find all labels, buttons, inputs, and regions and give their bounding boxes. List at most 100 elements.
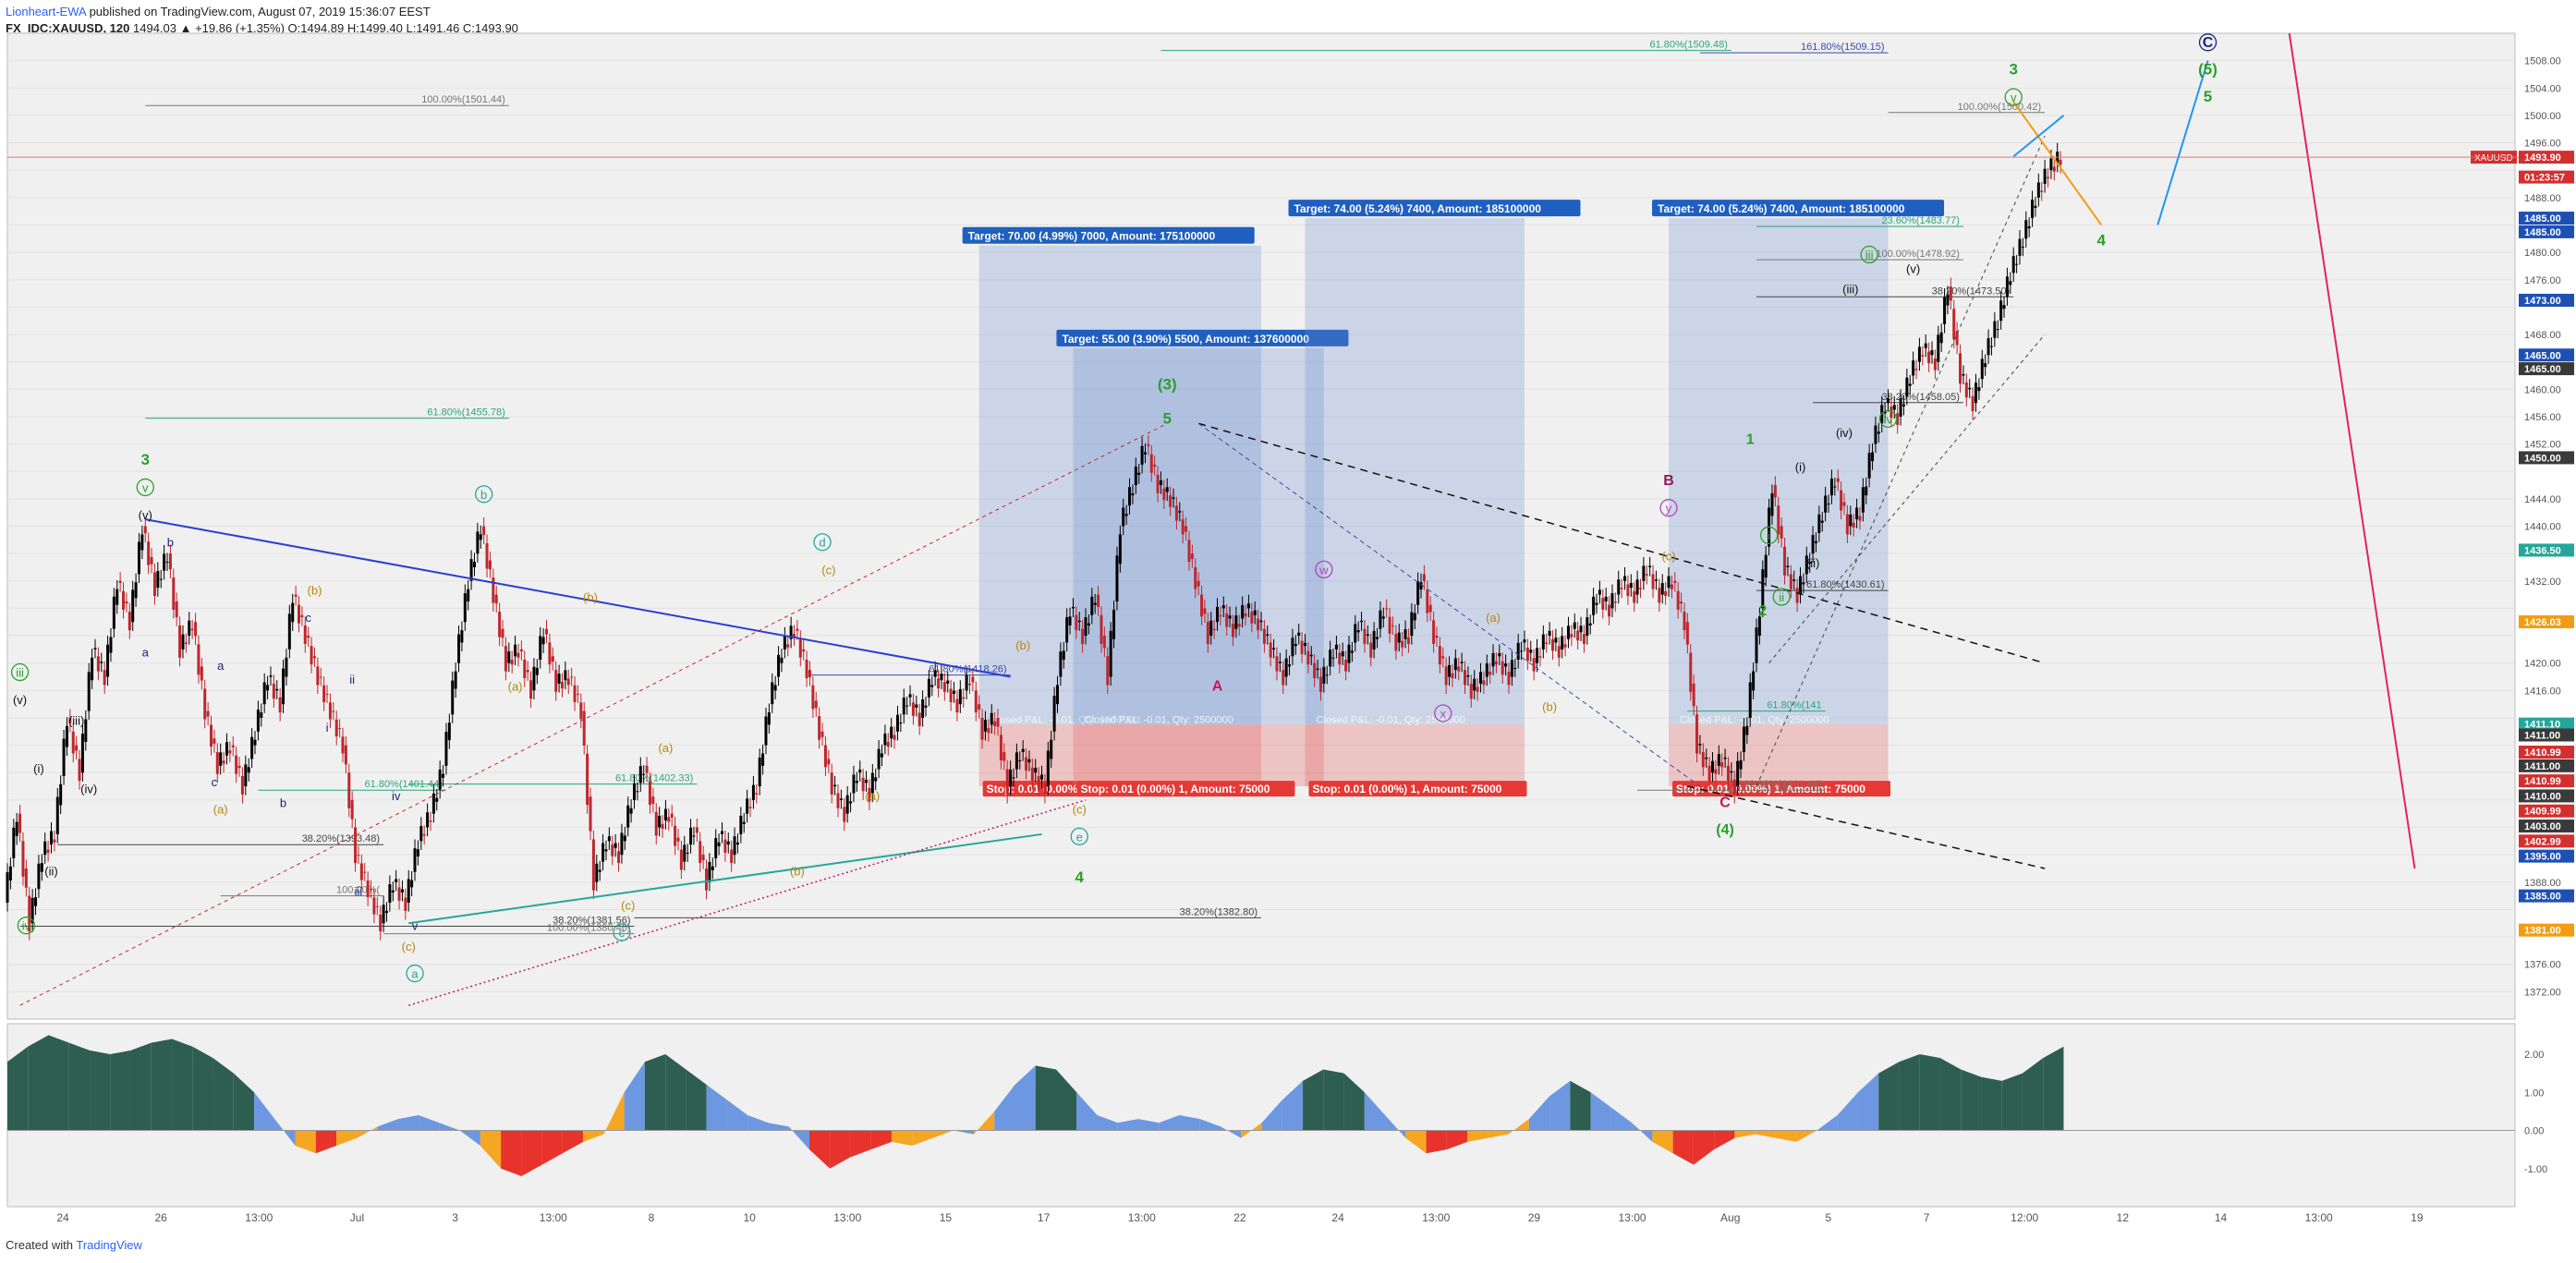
candle-body	[519, 649, 523, 652]
candle-body	[843, 807, 846, 822]
candle-body	[1582, 634, 1586, 644]
candle-body	[190, 628, 194, 631]
candle-body	[1817, 514, 1821, 533]
candle-body	[1140, 445, 1144, 465]
wave-circle	[2004, 88, 2023, 106]
oscillator-area	[2022, 1058, 2044, 1131]
price-tag-bg	[2519, 362, 2574, 376]
oscillator-area	[1939, 1058, 1962, 1131]
candle-body	[1071, 606, 1075, 609]
candle-body	[980, 717, 984, 740]
candle-body	[633, 783, 636, 800]
candle-body	[1397, 632, 1401, 643]
price-tag-bg	[2519, 849, 2574, 863]
candle-body	[845, 795, 849, 814]
candle-body	[1504, 663, 1508, 667]
candle-body	[1510, 660, 1513, 677]
candle-body	[1162, 488, 1166, 501]
wave-circle	[475, 485, 493, 504]
candle-body	[312, 656, 316, 659]
forecast-arrow-red	[2288, 32, 2416, 869]
oscillator-area	[1961, 1069, 1982, 1131]
candle-body	[827, 759, 831, 765]
oscillator-area	[48, 1035, 69, 1131]
candle-body	[1777, 505, 1780, 535]
candle-body	[692, 835, 696, 837]
candle-body	[71, 731, 75, 754]
candle-body	[2018, 238, 2022, 256]
candle-body	[946, 680, 950, 684]
candle-body	[1538, 656, 1542, 658]
target-label-text: Target: 55.00 (3.90%) 5500, Amount: 1376…	[1062, 333, 1309, 346]
oscillator-area	[706, 1085, 727, 1131]
candle-body	[322, 685, 326, 702]
candle-body	[1253, 610, 1257, 615]
candle-body	[476, 531, 480, 554]
candle-body	[275, 688, 279, 691]
position-target-label: Target: 74.00 (5.24%) 7400, Amount: 1851…	[1652, 200, 1945, 797]
candle-body	[1087, 623, 1090, 625]
candle-body	[438, 769, 442, 790]
candle-body	[1012, 777, 1015, 779]
candle-body	[332, 710, 335, 712]
candle-body	[1865, 486, 1868, 496]
candle-body	[1889, 406, 1893, 419]
candle-body	[1811, 535, 1815, 554]
x-tick-label: 5	[1826, 1211, 1832, 1224]
candle-body	[1984, 363, 1987, 368]
candle-body	[6, 872, 9, 904]
candle-body	[793, 634, 796, 638]
oscillator-area	[788, 1126, 809, 1150]
candle-body	[1792, 579, 1796, 581]
candle-body	[1109, 630, 1112, 677]
oscillator-area	[501, 1130, 522, 1176]
candle-body	[1943, 297, 1947, 324]
wave-circle	[1878, 409, 1898, 429]
oscillator-axis-label: -1.00	[2524, 1164, 2547, 1175]
candle-body	[1714, 769, 1718, 774]
wave-label: (b)	[1542, 700, 1557, 714]
oscillator-area	[973, 1111, 995, 1135]
candle-body	[1557, 646, 1561, 658]
candle-body	[1464, 670, 1467, 686]
candle-body	[53, 839, 56, 843]
x-tick-label: 24	[56, 1211, 69, 1224]
candle-body	[431, 793, 435, 814]
candle-body	[739, 815, 743, 834]
wave-label: c	[619, 926, 626, 940]
position-target-label: Target: 74.00 (5.24%) 7400, Amount: 1851…	[1288, 200, 1581, 797]
candle-body	[1987, 338, 1990, 356]
candle-body	[1548, 630, 1551, 637]
author-name[interactable]: Lionheart-EWA	[6, 5, 86, 18]
price-tag-bg	[2519, 293, 2574, 307]
candle-body	[2052, 166, 2056, 172]
candle-body	[1200, 594, 1204, 617]
x-tick-label: 13:00	[833, 1211, 861, 1224]
candle-body	[798, 638, 802, 658]
wave-label: (iii)	[1842, 283, 1858, 297]
wave-label: (iv)	[80, 782, 97, 795]
candle-body	[1284, 658, 1288, 677]
candle-body	[1046, 750, 1050, 787]
candle-body	[554, 670, 558, 692]
candle-body	[1266, 634, 1270, 637]
candle-body	[235, 755, 238, 774]
candle-body	[131, 589, 135, 623]
tradingview-logo-text[interactable]: TradingView	[76, 1238, 142, 1252]
candle-body	[818, 716, 821, 740]
wave-label: A	[1212, 678, 1223, 694]
candle-body	[106, 644, 110, 677]
candle-body	[1360, 620, 1364, 623]
candle-body	[990, 712, 993, 725]
candle-body	[1933, 358, 1937, 370]
candle-body	[539, 636, 542, 660]
candle-body	[87, 672, 91, 711]
wave-label: (v)	[1906, 261, 1920, 275]
candle-body	[1237, 624, 1241, 627]
candle-body	[902, 698, 905, 715]
candle-body	[152, 572, 156, 597]
oscillator-area	[1817, 1115, 1838, 1131]
target-label-text: Target: 74.00 (5.24%) 7400, Amount: 1851…	[1658, 202, 1905, 215]
candle-body	[1732, 779, 1736, 795]
